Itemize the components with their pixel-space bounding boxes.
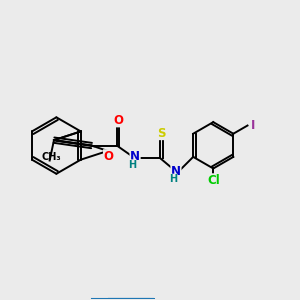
Text: N: N [130, 150, 140, 163]
Text: CH₃: CH₃ [41, 152, 61, 162]
Text: S: S [157, 127, 166, 140]
Text: Cl: Cl [207, 174, 220, 187]
Text: O: O [113, 114, 123, 127]
Text: H: H [169, 174, 177, 184]
Text: H: H [128, 160, 136, 170]
Text: O: O [103, 150, 114, 163]
Text: I: I [251, 119, 255, 132]
Text: N: N [171, 165, 181, 178]
